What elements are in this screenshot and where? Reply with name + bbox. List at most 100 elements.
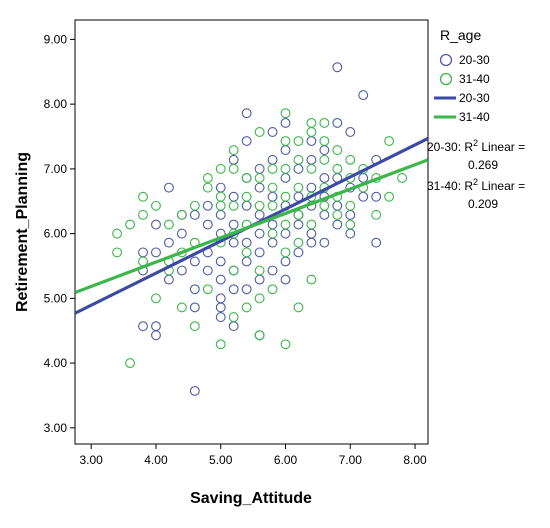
data-point [151, 293, 161, 304]
data-point [319, 237, 330, 248]
data-point [254, 127, 265, 137]
data-point [306, 163, 317, 174]
r-squared-annotation: 20-30: R2 Linear = [427, 138, 525, 154]
x-tick-label: 7.00 [339, 453, 363, 467]
data-point [267, 163, 278, 174]
data-point [176, 265, 187, 276]
data-point [151, 247, 161, 258]
data-point [280, 274, 291, 285]
data-point [254, 265, 265, 276]
data-point [332, 145, 343, 156]
data-point [241, 247, 252, 258]
data-point [332, 219, 343, 230]
data-point [189, 385, 200, 396]
y-tick-label: 4.00 [44, 356, 68, 370]
y-tick-label: 3.00 [44, 421, 68, 435]
data-point [306, 274, 317, 285]
data-point [306, 219, 317, 230]
data-point [202, 284, 213, 295]
data-point [345, 154, 356, 165]
legend-label: 20-30 [459, 53, 490, 67]
x-tick-label: 6.00 [274, 453, 298, 467]
legend-label: 20-30 [459, 91, 490, 105]
data-point [319, 154, 330, 165]
data-point [306, 117, 317, 128]
data-point [151, 219, 161, 230]
data-point [176, 209, 187, 220]
y-tick-label: 9.00 [44, 32, 68, 46]
data-point [228, 200, 239, 211]
y-tick-label: 6.00 [44, 227, 68, 241]
data-point [254, 228, 265, 239]
data-point [267, 127, 278, 137]
data-point [215, 200, 226, 211]
y-tick-label: 5.00 [44, 291, 68, 305]
series-31-40 [112, 108, 408, 369]
data-point [202, 265, 213, 276]
data-point [293, 209, 304, 220]
data-point [280, 163, 291, 174]
data-point [228, 163, 239, 174]
data-point [254, 172, 265, 183]
data-point [280, 247, 291, 258]
x-tick-label: 3.00 [80, 453, 104, 467]
data-point [293, 302, 304, 313]
r-squared-value: 0.269 [468, 158, 498, 172]
data-point [280, 339, 291, 350]
data-point [293, 154, 304, 165]
data-point [267, 182, 278, 193]
data-point [319, 172, 330, 183]
data-point [280, 219, 291, 230]
data-point [241, 136, 252, 147]
data-point [384, 191, 395, 202]
data-point [241, 284, 252, 295]
data-point [254, 293, 265, 304]
data-point [215, 256, 226, 267]
data-point [267, 284, 278, 295]
fit-lines-layer [75, 137, 428, 315]
data-point [358, 90, 369, 101]
y-axis-title: Retirement_Planning [14, 152, 31, 312]
data-point [267, 200, 278, 211]
data-point [215, 302, 226, 313]
data-point [112, 247, 123, 258]
data-point [202, 219, 213, 230]
data-point [254, 182, 265, 193]
data-point [293, 182, 304, 193]
data-point [345, 200, 356, 211]
data-point [319, 200, 330, 211]
data-point [215, 274, 226, 285]
data-point [228, 284, 239, 295]
y-tick-label: 8.00 [44, 97, 68, 111]
data-point [241, 302, 252, 313]
data-point [189, 284, 200, 295]
data-point [202, 182, 213, 193]
data-point [267, 228, 278, 239]
data-point [293, 237, 304, 248]
data-point [332, 117, 343, 128]
fit-line-31-40 [75, 158, 428, 295]
data-point [112, 228, 123, 239]
y-tick-label: 7.00 [44, 162, 68, 176]
x-tick-label: 4.00 [144, 453, 168, 467]
data-point [163, 182, 174, 193]
data-point [293, 219, 304, 230]
data-point [138, 191, 148, 202]
data-point [319, 136, 330, 147]
data-point [202, 172, 213, 183]
data-point [215, 339, 226, 350]
data-point [332, 163, 343, 174]
data-point [293, 247, 304, 258]
legend-title: R_age [440, 27, 481, 43]
x-axis-title: Saving_Attitude [190, 490, 312, 507]
data-point [189, 321, 200, 332]
data-point [138, 209, 148, 220]
data-point [254, 247, 265, 258]
r-squared-value: 0.209 [468, 197, 498, 211]
data-point [241, 191, 252, 202]
data-point [267, 265, 278, 276]
legend-marker [439, 53, 453, 67]
data-point [151, 200, 161, 211]
